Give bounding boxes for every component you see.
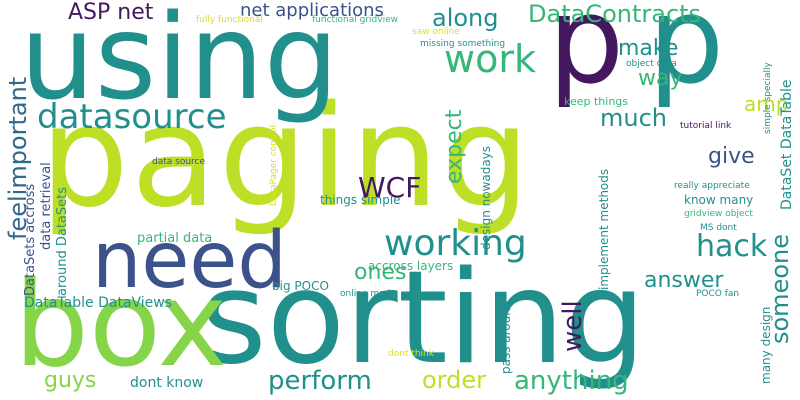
word-anything: anything: [514, 366, 629, 396]
word-give: give: [708, 144, 755, 169]
word-net-applications: net applications: [240, 0, 384, 21]
word-design-nowadays: design nowadays: [479, 145, 493, 250]
word-datasource: datasource: [37, 97, 227, 137]
word-tutorial-link: tutorial link: [680, 121, 732, 131]
word-around-datasets: around DataSets: [55, 186, 70, 296]
word-hack: hack: [696, 229, 768, 264]
word-keep-things: keep things: [564, 95, 629, 108]
word-gridview-object: gridview object: [684, 209, 753, 219]
word-many-design: many design: [759, 306, 773, 384]
word-box: box: [14, 255, 228, 393]
word-know-many: know many: [684, 193, 754, 207]
word-asp-net: ASP net: [68, 0, 154, 25]
word-sorting: sorting: [200, 244, 646, 393]
word-datasets-accross: DataSets accross: [23, 183, 38, 296]
word-using: using: [20, 0, 339, 126]
word-data-source: data source: [152, 157, 206, 167]
word-accross-layers: accross layers: [368, 259, 454, 273]
word-missing-something: missing something: [420, 39, 506, 49]
word-answer: answer: [644, 268, 724, 293]
word-way: way: [638, 66, 683, 91]
word-expect: expect: [442, 109, 467, 184]
word-order: order: [422, 366, 486, 394]
word-implement-methods: implement methods: [597, 168, 611, 290]
word-object-data: object data: [626, 59, 677, 69]
word-working: working: [384, 223, 527, 264]
word-datapager-control: DataPager control: [269, 124, 279, 206]
word-paging: paging: [40, 76, 533, 239]
word-ms-dont: MS dont: [700, 223, 737, 233]
word-work: work: [444, 37, 536, 81]
word-make: make: [618, 36, 679, 61]
word-really-appreciate: really appreciate: [674, 181, 750, 191]
word-well: well: [558, 300, 588, 352]
word-dataset-datatable: DataSet DataTable: [779, 79, 795, 211]
word-partial-data: partial data: [137, 231, 213, 246]
word-simple-specially: simple specially: [763, 62, 773, 134]
word-online-made: online made: [340, 289, 396, 299]
word-guys: guys: [44, 368, 97, 393]
word-datatable-dataviews: DataTable DataViews: [24, 295, 173, 311]
word-data-retrieval: data retrieval: [39, 162, 54, 250]
word-fully-functional: fully functional: [196, 15, 263, 25]
word-p-2: p: [648, 0, 725, 111]
word-much: much: [600, 104, 667, 132]
word-dont-know: dont know: [130, 375, 204, 391]
word-need: need: [92, 216, 287, 306]
word-along: along: [432, 4, 499, 32]
word-amp: amp: [744, 92, 789, 116]
word-dont-think: dont think: [388, 349, 434, 359]
word-saw-online: saw online: [412, 27, 460, 37]
word-functional-gridview: functional gridview: [312, 15, 398, 25]
word-p-1: p: [548, 0, 625, 111]
word-poco-fan: POCO fan: [696, 289, 740, 299]
word-wcf: WCF: [358, 171, 422, 204]
word-big-poco: big POCO: [272, 279, 329, 293]
word-perform: perform: [268, 366, 372, 396]
word-datacontracts: DataContracts: [528, 0, 702, 28]
word-pass-around: pass around: [499, 300, 513, 374]
word-things-simple: things simple: [320, 193, 401, 207]
word-ones: ones: [354, 260, 407, 285]
